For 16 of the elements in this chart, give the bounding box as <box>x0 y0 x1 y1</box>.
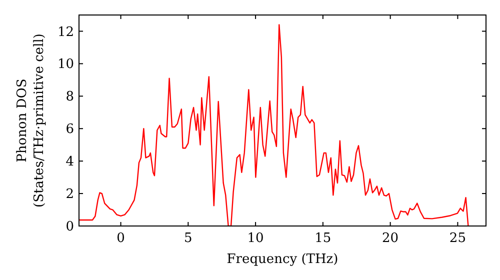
x-tick-label: 10 <box>247 231 264 246</box>
y-tick-label: 2 <box>66 187 74 202</box>
line-series <box>79 24 469 226</box>
x-tick-label: 0 <box>116 231 125 246</box>
x-tick-label: 25 <box>449 231 466 246</box>
x-axis-title: Frequency (THz) <box>226 252 338 267</box>
y-tick-label: 8 <box>66 90 74 105</box>
y-tick-label: 10 <box>57 57 74 72</box>
y-tick-label: 6 <box>66 122 74 138</box>
y-tick-label: 0 <box>66 220 74 235</box>
x-tick-label: 20 <box>382 231 399 246</box>
y-tick-label: 12 <box>57 24 74 40</box>
x-tick-label: 5 <box>184 231 192 246</box>
x-tick-label: 15 <box>314 231 332 246</box>
y-axis-title: Phonon DOS (States/THz·primitive cell) <box>15 33 47 208</box>
y-tick-label: 4 <box>66 154 74 170</box>
